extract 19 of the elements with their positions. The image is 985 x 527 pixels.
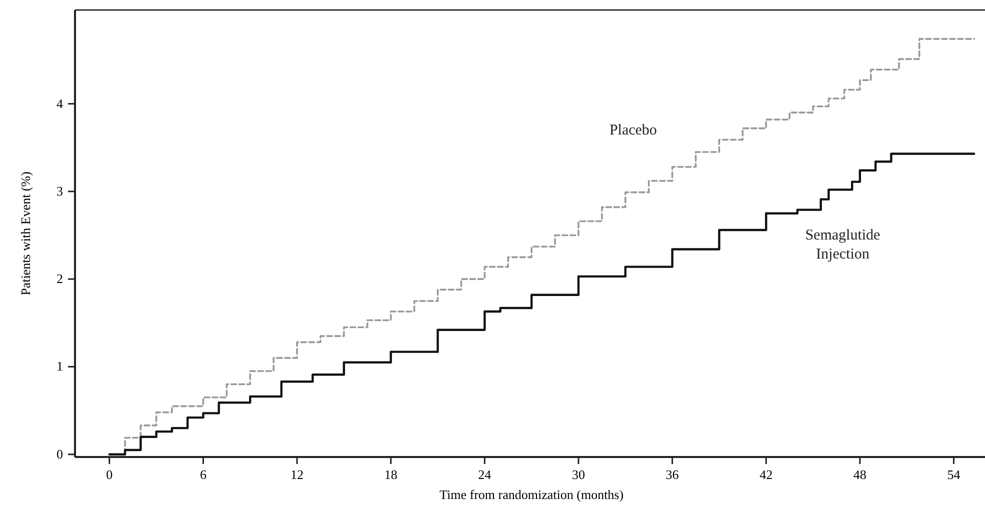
x-tick-label: 42 <box>760 467 773 482</box>
x-tick-label: 24 <box>478 467 492 482</box>
x-tick-label: 54 <box>947 467 961 482</box>
y-tick-label: 0 <box>56 446 63 462</box>
series-label: Semaglutide Injection <box>805 228 881 263</box>
y-tick-label: 2 <box>56 271 63 286</box>
text: Placebo <box>609 122 657 138</box>
x-tick-label: 30 <box>572 467 585 482</box>
y-tick-label: 3 <box>56 183 63 198</box>
x-tick-label: 0 <box>106 467 113 482</box>
x-tick-label: 6 <box>200 467 207 482</box>
x-tick-label: 36 <box>666 467 680 482</box>
y-tick-label: 4 <box>56 96 64 111</box>
x-tick-label: 12 <box>290 467 304 482</box>
x-tick-label: 48 <box>853 467 866 482</box>
x-axis-title: Time from randomization (months) <box>440 487 624 502</box>
y-tick-label: 1 <box>56 358 63 374</box>
x-tick-label: 18 <box>384 467 398 482</box>
y-axis-title: Patients with Event (%) <box>18 172 33 296</box>
